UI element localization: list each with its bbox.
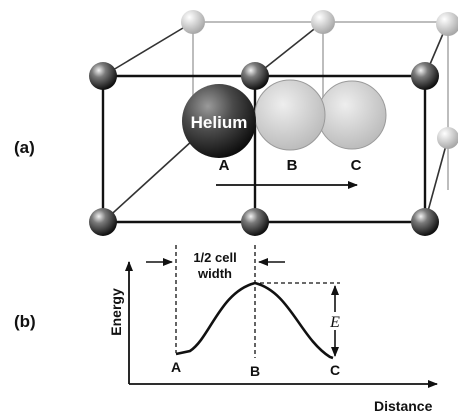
energy-barrier-symbol: E bbox=[329, 314, 340, 331]
corner-atom bbox=[411, 62, 439, 90]
corner-atom bbox=[241, 208, 269, 236]
width-label-line1: 1/2 cell bbox=[193, 250, 236, 265]
helium-label: Helium bbox=[191, 113, 248, 132]
site-label-a: A bbox=[219, 157, 230, 174]
lattice-panel: Helium A B C (a) bbox=[14, 10, 458, 236]
interstitial-site-b bbox=[254, 79, 326, 151]
helium-atom bbox=[182, 84, 256, 158]
x-axis-label: Distance bbox=[374, 398, 433, 414]
energy-plot-panel: (b) Energy Distance 1/2 cell width E A B… bbox=[14, 245, 438, 414]
energy-curve bbox=[175, 281, 334, 360]
y-axis-label: Energy bbox=[108, 288, 124, 336]
panel-label-b: (b) bbox=[14, 312, 36, 331]
interstitial-site-c bbox=[317, 80, 387, 150]
site-label-b: B bbox=[287, 157, 298, 174]
back-atom bbox=[436, 12, 458, 36]
reference-lines bbox=[175, 245, 340, 358]
back-atom bbox=[311, 10, 335, 34]
point-label-b: B bbox=[250, 363, 260, 379]
front-face-edges bbox=[101, 74, 427, 224]
corner-atom bbox=[89, 208, 117, 236]
back-atom bbox=[181, 10, 205, 34]
back-atom bbox=[437, 127, 458, 149]
panel-label-a: (a) bbox=[14, 138, 35, 157]
point-label-a: A bbox=[171, 359, 181, 375]
width-label-line2: width bbox=[197, 266, 232, 281]
corner-atom bbox=[89, 62, 117, 90]
corner-atom bbox=[241, 62, 269, 90]
site-label-c: C bbox=[351, 157, 362, 174]
corner-atom bbox=[411, 208, 439, 236]
point-label-c: C bbox=[330, 362, 340, 378]
